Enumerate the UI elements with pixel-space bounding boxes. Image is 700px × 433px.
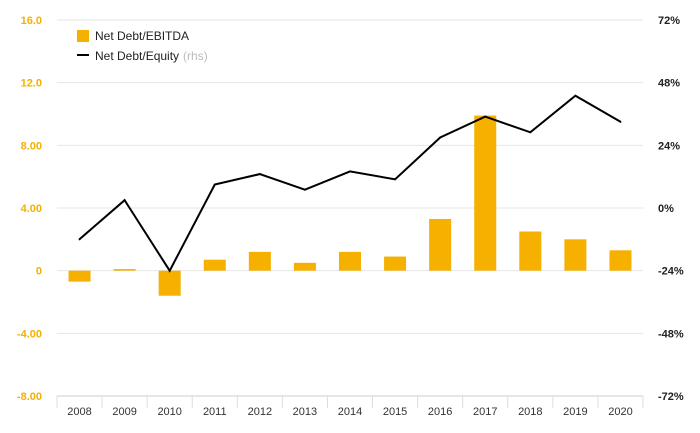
bar-2020 <box>609 250 632 271</box>
point-2017 <box>484 115 487 118</box>
bar-2015 <box>384 256 407 271</box>
line-series-net-debt-equity <box>78 94 622 273</box>
point-2018 <box>529 131 532 134</box>
right-tick-label: 0% <box>658 203 674 215</box>
bar-2012 <box>248 251 271 271</box>
x-tick-label-2016: 2016 <box>428 406 452 418</box>
point-2015 <box>394 178 397 181</box>
right-tick-label: -72% <box>658 391 684 403</box>
left-tick-label: 8.00 <box>21 140 42 152</box>
x-tick-label-2012: 2012 <box>248 406 272 418</box>
point-2019 <box>574 94 577 97</box>
left-tick-label: 12.0 <box>21 78 42 90</box>
x-tick-label-2018: 2018 <box>518 406 542 418</box>
legend-label-rhs-suffix: (rhs) <box>183 49 208 63</box>
x-tick-label-2019: 2019 <box>563 406 587 418</box>
right-tick-label: -24% <box>658 266 684 278</box>
x-tick-label-2015: 2015 <box>383 406 407 418</box>
right-tick-label: 48% <box>658 78 680 90</box>
x-tick-label-2008: 2008 <box>67 406 91 418</box>
x-tick-label-2014: 2014 <box>338 406 362 418</box>
bar-series-net-debt-ebitda <box>68 115 632 296</box>
point-2008 <box>78 238 81 241</box>
left-tick-label: 4.00 <box>21 203 42 215</box>
legend-label-net-debt-equity: Net Debt/Equity (rhs) <box>95 49 208 63</box>
left-tick-label: 16.0 <box>21 15 42 27</box>
x-tick-label-2011: 2011 <box>203 406 227 418</box>
point-2013 <box>303 188 306 191</box>
point-2020 <box>619 120 622 123</box>
point-2016 <box>439 136 442 139</box>
point-2011 <box>213 183 216 186</box>
x-tick-label-2009: 2009 <box>112 406 136 418</box>
bar-2011 <box>203 259 226 271</box>
legend-label-net-debt-equity-text: Net Debt/Equity <box>95 49 179 63</box>
bar-2016 <box>429 218 452 271</box>
point-2012 <box>258 173 261 176</box>
x-tick-label-2013: 2013 <box>293 406 317 418</box>
grid-lines <box>57 19 643 397</box>
bar-2019 <box>564 239 587 271</box>
right-y-axis: -72% -48% -24% 0% 24% 48% 72% <box>658 15 684 403</box>
bar-2017 <box>474 115 497 271</box>
right-tick-label: 72% <box>658 15 680 27</box>
x-tick-label-2020: 2020 <box>608 406 632 418</box>
x-tick-label-2017: 2017 <box>473 406 497 418</box>
point-2009 <box>123 199 126 202</box>
x-tick-label-2010: 2010 <box>157 406 181 418</box>
right-tick-label: -48% <box>658 328 684 340</box>
bar-2018 <box>519 231 542 271</box>
left-tick-label: 0 <box>36 266 42 278</box>
point-2010 <box>168 269 171 272</box>
bar-2008 <box>68 270 91 282</box>
right-tick-label: 24% <box>658 140 680 152</box>
left-tick-label: -8.00 <box>17 391 42 403</box>
legend-label-net-debt-ebitda: Net Debt/EBITDA <box>95 29 189 43</box>
legend-swatch-net-debt-ebitda <box>77 30 89 42</box>
bar-2013 <box>293 262 316 271</box>
point-2014 <box>349 170 351 173</box>
left-tick-label: -4.00 <box>17 328 42 340</box>
bar-2014 <box>339 251 361 271</box>
x-axis: 2008 2009 2010 2011 2012 2013 2014 2015 2016 2017… <box>56 395 644 418</box>
bar-2010 <box>158 270 181 296</box>
left-y-axis: -8.00 -4.00 0 4.00 8.00 12.0 16.0 <box>17 15 42 403</box>
bar-2009 <box>113 269 136 271</box>
legend: Net Debt/EBITDA Net Debt/Equity (rhs) <box>77 29 208 63</box>
